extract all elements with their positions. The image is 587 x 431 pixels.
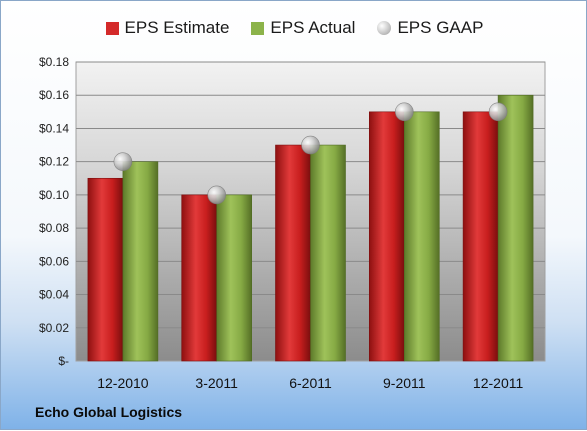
y-tick-label: $- — [58, 354, 69, 368]
y-tick-label: $0.02 — [39, 321, 69, 335]
bar-eps-estimate — [181, 194, 217, 362]
estimate-swatch-icon — [105, 21, 119, 35]
y-tick-label: $0.18 — [39, 55, 69, 69]
bar-eps-actual — [216, 194, 252, 362]
y-tick-label: $0.06 — [39, 254, 69, 268]
y-tick-label: $0.04 — [39, 288, 69, 302]
y-tick-label: $0.10 — [39, 188, 69, 202]
marker-layer — [113, 102, 508, 205]
y-tick-label: $0.16 — [39, 88, 69, 102]
legend-label-estimate: EPS Estimate — [124, 18, 230, 37]
bar-eps-actual — [403, 111, 440, 362]
x-tick-label: 12-2010 — [97, 375, 149, 391]
bar-eps-estimate — [462, 111, 499, 362]
legend-item-estimate: EPS Estimate — [105, 18, 230, 38]
marker-eps-gaap — [394, 102, 414, 122]
x-tick-label: 9-2011 — [383, 375, 426, 391]
gaap-marker-icon — [377, 21, 392, 35]
label-layer: $- $0.02 $0.04 $0.06 $0.08 $0.10 $0.12 $0.14 $0.… — [39, 55, 524, 391]
legend: EPS Estimate EPS Actual EPS GAAP — [1, 18, 587, 38]
bar-eps-actual — [122, 161, 159, 362]
company-name: Echo Global Logistics — [35, 404, 183, 420]
y-tick-label: $0.08 — [39, 221, 69, 235]
y-tick-label: $0.14 — [39, 121, 69, 135]
x-tick-label: 3-2011 — [195, 375, 238, 391]
legend-label-gaap: EPS GAAP — [397, 18, 484, 37]
bar-eps-estimate — [87, 177, 124, 362]
marker-eps-gaap — [488, 102, 508, 122]
bar-eps-estimate — [275, 144, 311, 362]
marker-eps-gaap — [113, 152, 133, 171]
marker-eps-gaap — [207, 185, 226, 205]
legend-item-gaap: EPS GAAP — [377, 18, 483, 38]
legend-label-actual: EPS Actual — [270, 18, 356, 37]
bar-eps-estimate — [368, 111, 405, 362]
y-tick-label: $0.12 — [39, 155, 69, 169]
actual-swatch-icon — [251, 21, 265, 35]
legend-item-actual: EPS Actual — [251, 18, 355, 38]
x-tick-label: 12-2011 — [473, 375, 524, 391]
marker-eps-gaap — [301, 135, 320, 155]
bar-eps-actual — [497, 94, 534, 362]
bar-layer — [87, 94, 534, 362]
bar-eps-actual — [310, 144, 346, 362]
x-tick-label: 6-2011 — [289, 375, 332, 391]
